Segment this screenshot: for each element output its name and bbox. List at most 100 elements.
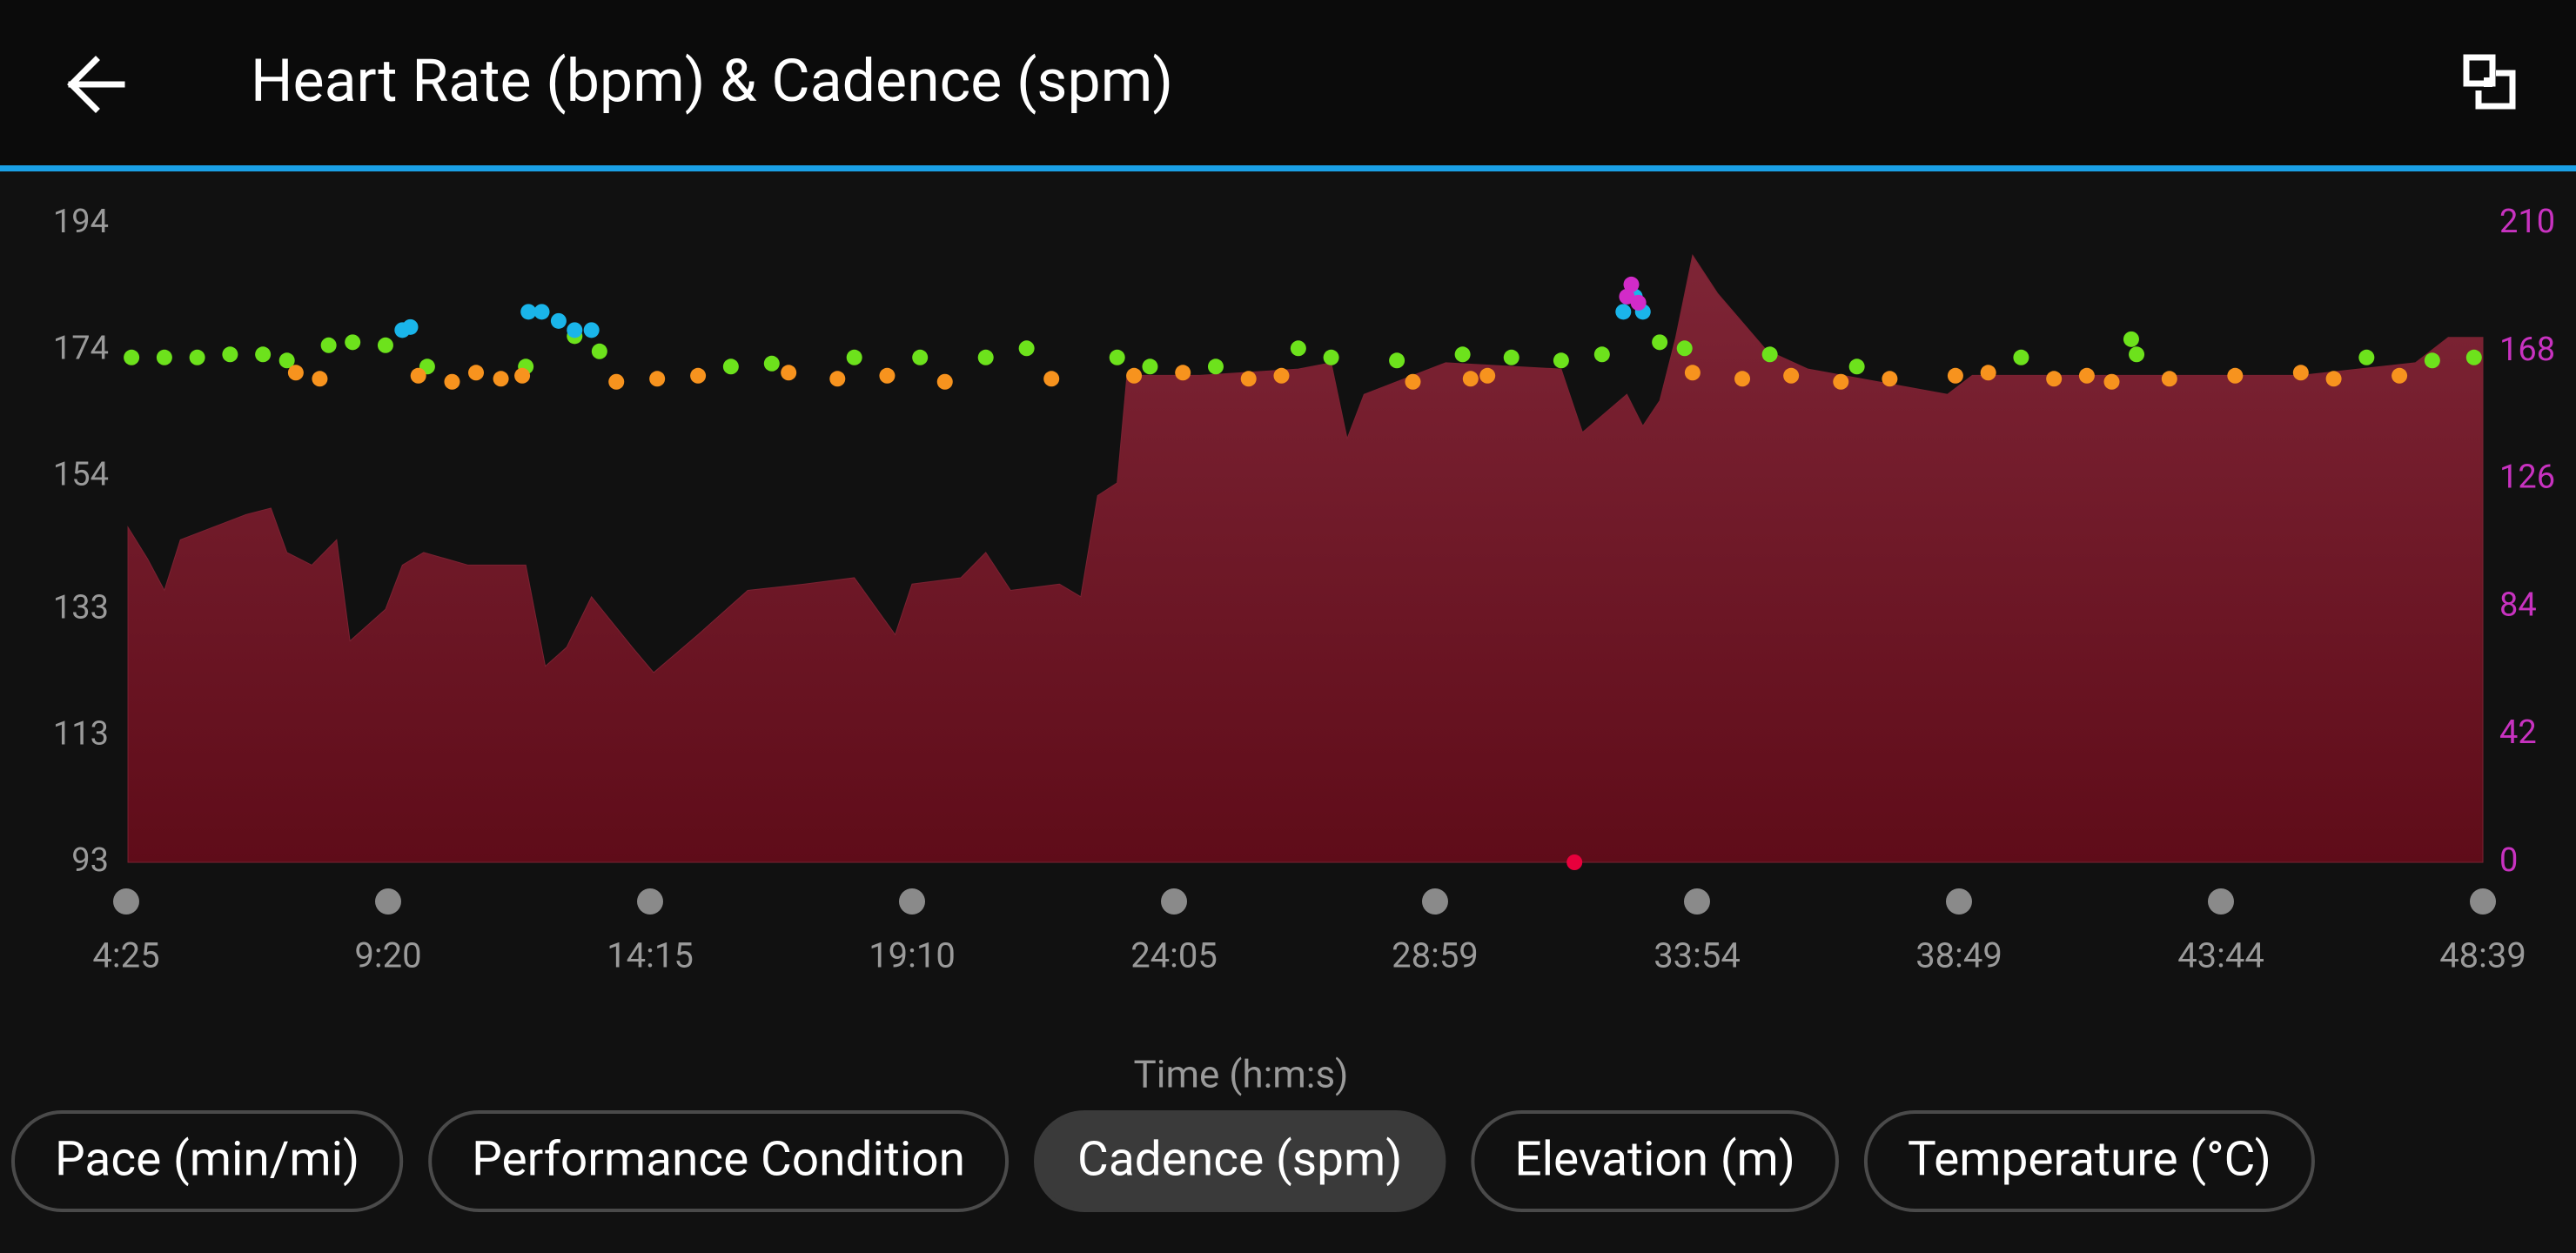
x-tick-label: 28:59 [1392, 935, 1479, 976]
y2-tick-label: 126 [2499, 459, 2555, 497]
cadence-dot [1207, 358, 1224, 375]
y2-tick-label: 42 [2499, 714, 2537, 752]
cadence-dot [1142, 358, 1158, 375]
cadence-dot [1454, 346, 1471, 363]
cadence-dot [2078, 367, 2095, 384]
cadence-dot [189, 349, 205, 365]
tab-chip-background [1034, 1110, 1446, 1212]
cadence-dot [514, 367, 531, 384]
y-tick-label: 174 [53, 329, 109, 367]
cadence-dot [550, 312, 567, 329]
cadence-dot [1553, 352, 1569, 369]
tab-chip-label: Temperature (°C) [1908, 1132, 2271, 1188]
cadence-dot [2161, 371, 2177, 387]
cadence-dot [2129, 346, 2145, 363]
cadence-dot [533, 304, 550, 320]
x-tick-label: 9:20 [354, 935, 421, 976]
cadence-dot [763, 355, 780, 372]
cadence-dot [2103, 373, 2120, 390]
cadence-dot [2046, 371, 2063, 387]
fullscreen-button[interactable] [2463, 54, 2516, 110]
cadence-dot [1175, 365, 1191, 381]
x-tick-dot [113, 888, 139, 915]
cadence-dot [287, 365, 304, 381]
back-button[interactable] [67, 56, 125, 113]
cadence-dot [222, 346, 238, 363]
x-axis-title: Time (h:m:s) [1133, 1052, 1348, 1097]
cadence-dot [1240, 371, 1257, 387]
cadence-dot [2358, 349, 2375, 365]
cadence-dot [520, 304, 537, 320]
cadence-dot [1323, 349, 1339, 365]
y-tick-label: 113 [53, 715, 109, 754]
y-tick-label: 154 [53, 456, 109, 494]
cadence-dot [829, 371, 846, 387]
y-tick-label: 93 [71, 841, 109, 880]
y2-tick-label: 84 [2499, 586, 2537, 624]
cadence-dot [936, 373, 953, 390]
cadence-dot [1389, 352, 1405, 369]
cadence-dot [1980, 365, 1996, 381]
chart: 93 113 133 154 174 194 0 42 84 126 168 210 4:25 9:20 1… [53, 203, 2555, 976]
cadence-dot [320, 337, 337, 353]
y2-tick-label: 210 [2499, 203, 2555, 241]
tab-chip-background [11, 1110, 404, 1212]
tab-chip[interactable]: Cadence (spm) [1034, 1110, 1446, 1212]
cadence-dot [2465, 349, 2482, 365]
cadence-dot [278, 352, 295, 369]
cadence-dot [2292, 365, 2309, 381]
y2-tick-label: 0 [2499, 841, 2518, 880]
cadence-dot [493, 371, 509, 387]
x-tick-dot [1945, 888, 1972, 915]
cadence-dot [1833, 373, 1849, 390]
cadence-dot [1734, 371, 1751, 387]
back-arrow-head [67, 56, 100, 113]
cadence-dot [846, 349, 862, 365]
tab-chip[interactable]: Elevation (m) [1471, 1110, 1839, 1212]
cadence-dot [1109, 349, 1125, 365]
cadence-dot [649, 371, 666, 387]
x-tick-label: 38:49 [1915, 935, 2002, 976]
x-tick-label: 19:10 [869, 935, 956, 976]
cadence-dot [1882, 371, 1898, 387]
x-tick-dot [1683, 888, 1710, 915]
header-divider [0, 165, 2576, 171]
cadence-dot [690, 367, 707, 384]
fullscreen-icon-large [2475, 70, 2516, 110]
cadence-dot [2227, 367, 2244, 384]
tab-chip-label: Elevation (m) [1514, 1132, 1795, 1188]
cadence-dot [1783, 367, 1800, 384]
tab-chip-label: Performance Condition [472, 1132, 965, 1188]
cadence-dot [1615, 304, 1632, 320]
cadence-dot [1619, 288, 1635, 305]
cadence-dot [879, 367, 896, 384]
page-title: Heart Rate (bpm) & Cadence (spm) [251, 46, 1173, 116]
cadence-dot [1018, 340, 1035, 357]
x-tick-dot [2207, 888, 2234, 915]
y-tick-label: 133 [53, 588, 109, 626]
cadence-dot [583, 322, 600, 338]
cadence-dot [345, 334, 361, 351]
cadence-dot [1630, 294, 1647, 311]
x-tick-label: 43:44 [2177, 935, 2264, 976]
cadence-dot [1848, 358, 1865, 375]
y2-tick-label: 168 [2499, 331, 2555, 369]
cadence-dot [1479, 367, 1496, 384]
x-tick-dot [637, 888, 664, 915]
tab-chip[interactable]: Temperature (°C) [1863, 1110, 2315, 1212]
fullscreen-icon-fill [2484, 77, 2492, 87]
cadence-dot [124, 349, 140, 365]
tab-bar: Pace (min/mi) Performance Condition Cadenc… [11, 1110, 2315, 1212]
cadence-dot [255, 346, 272, 363]
cadence-dot [410, 367, 426, 384]
tab-chip[interactable]: Performance Condition [428, 1110, 1010, 1212]
cadence-dot [1503, 349, 1519, 365]
cadence-dot [781, 365, 797, 381]
x-tick-label: 48:39 [2439, 935, 2526, 976]
cadence-dot [2424, 352, 2440, 369]
tab-chip[interactable]: Pace (min/mi) [11, 1110, 404, 1212]
cadence-dot [1462, 371, 1479, 387]
cadence-dot [156, 349, 172, 365]
cadence-dot [2392, 367, 2408, 384]
